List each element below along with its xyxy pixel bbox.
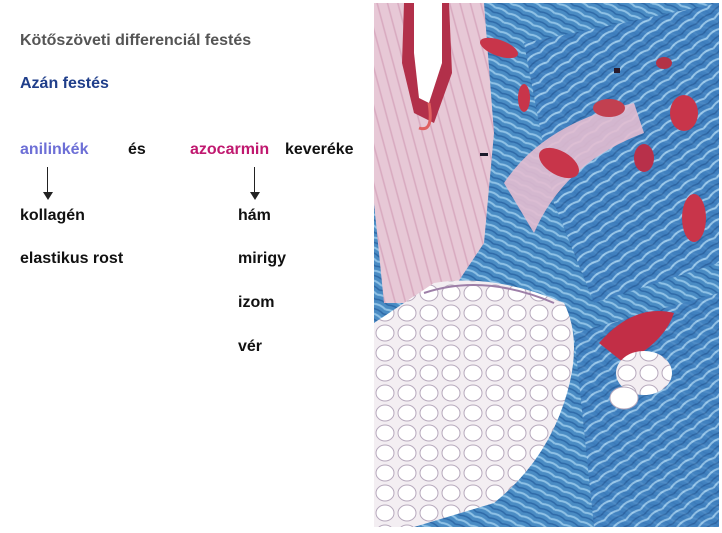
right-list-item: vér [238, 338, 263, 355]
arrow-down-icon [43, 167, 53, 201]
term-azocarmin: azocarmin [190, 141, 270, 158]
left-list-item: kollagén [20, 207, 85, 224]
arrow-down-icon [250, 167, 260, 201]
histology-image [374, 3, 719, 527]
slide-title: Kötőszöveti differenciál festés [20, 32, 252, 49]
right-list-item: mirigy [238, 250, 287, 267]
right-list-item: hám [238, 207, 271, 224]
left-list-item: elastikus rost [20, 250, 124, 267]
slide-subtitle: Azán festés [20, 75, 109, 92]
term-conjunction: és [128, 141, 146, 158]
right-list-item: izom [238, 294, 275, 311]
term-anilinkek: anilinkék [20, 141, 89, 158]
term-keverek: keveréke [285, 141, 354, 158]
